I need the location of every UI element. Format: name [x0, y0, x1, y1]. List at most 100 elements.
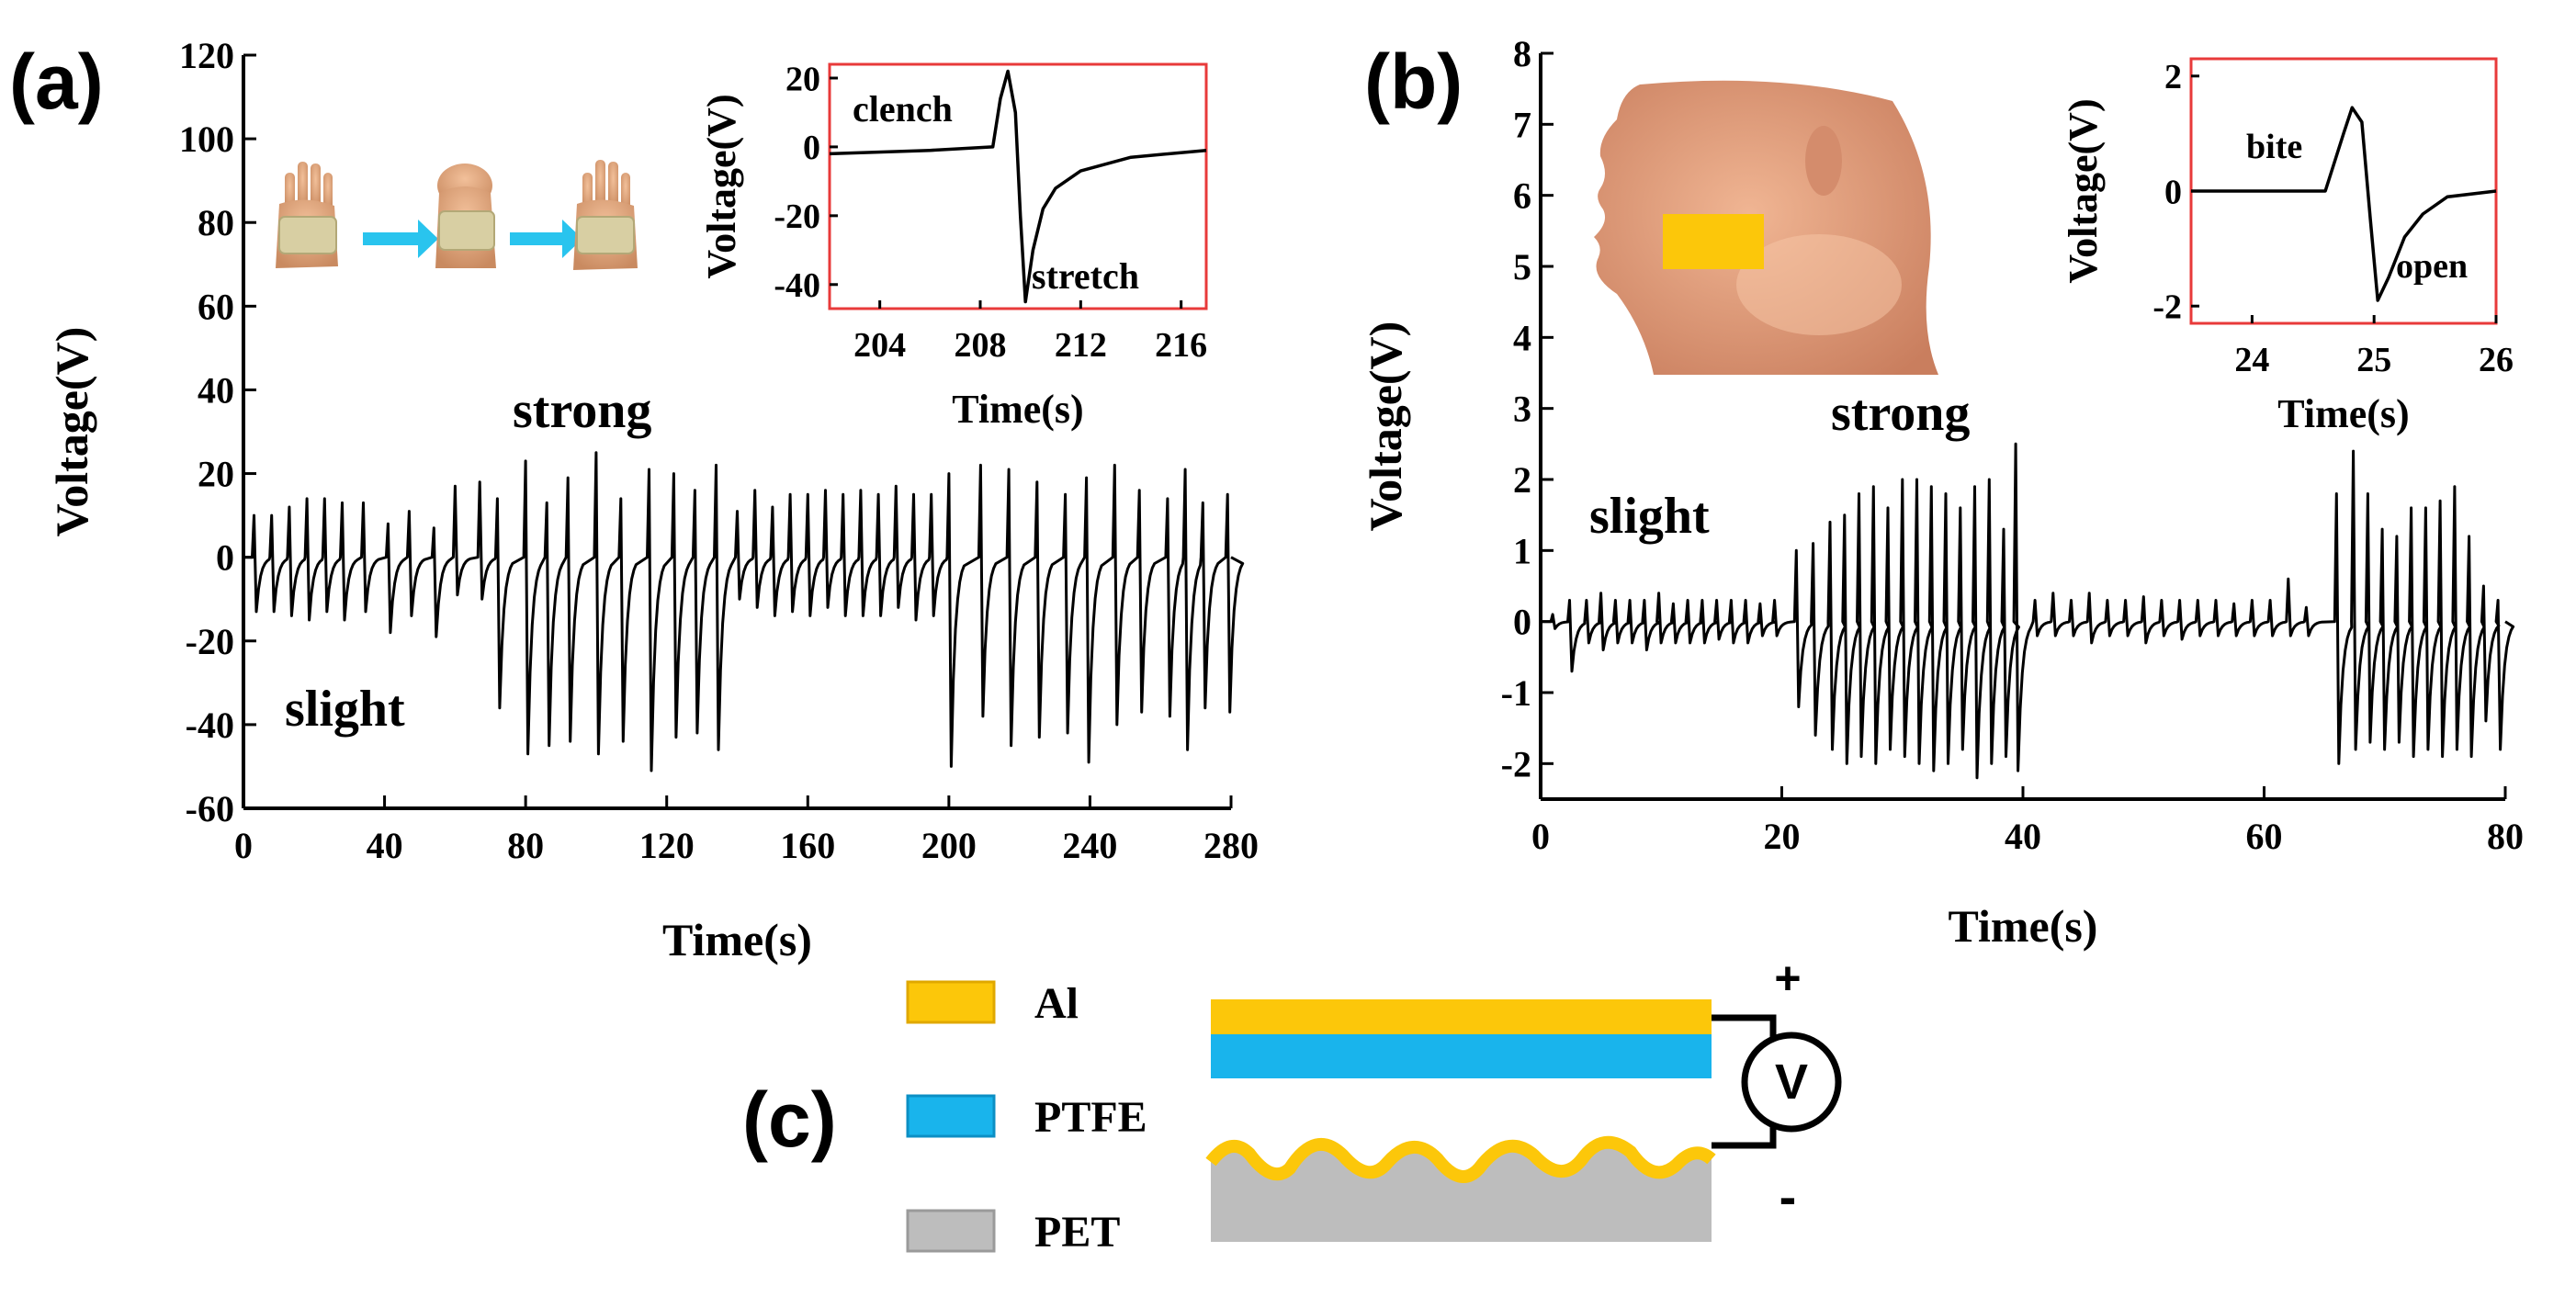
pet-layer [1211, 1142, 1712, 1242]
fist-icon [435, 164, 496, 268]
svg-text:PET: PET [1034, 1208, 1120, 1257]
y-tick-label: -40 [774, 266, 820, 305]
panel-b-label: (b) [1364, 39, 1463, 125]
chart-b-inset: 24 25 26 -2 0 2 Time(s) Voltage(V) bite open [2061, 57, 2514, 436]
y-tick-label: -40 [186, 705, 234, 746]
y-tick-label: 7 [1513, 104, 1531, 145]
y-tick-label: -2 [1501, 743, 1531, 784]
material-legend: Al PTFE PET [906, 979, 1147, 1257]
series-line [243, 451, 1245, 772]
series-line [829, 69, 1207, 304]
x-tick-label: 20 [1764, 816, 1801, 857]
minus-sign: - [1779, 1167, 1797, 1225]
head-illustration [1594, 80, 1938, 375]
y-tick-label: -60 [186, 788, 234, 829]
x-tick-label: 212 [1055, 326, 1107, 365]
y-tick-label: 80 [198, 202, 234, 243]
device-schematic: V + - [1205, 953, 1842, 1242]
ear-icon [1805, 126, 1842, 196]
y-tick-label: 40 [198, 369, 234, 411]
y-axis-label: Voltage(V) [46, 327, 97, 537]
y-axis-label: Voltage(V) [1360, 321, 1411, 532]
x-tick-label: 0 [234, 825, 253, 866]
y-tick-label: 0 [216, 537, 234, 579]
x-axis-label: Time(s) [2277, 391, 2409, 436]
x-tick-label: 25 [2356, 341, 2391, 379]
y-tick-label: -20 [774, 197, 820, 236]
x-tick-label: 24 [2234, 341, 2269, 379]
y-tick-label: 6 [1513, 175, 1531, 217]
y-tick-label: 3 [1513, 389, 1531, 430]
x-tick-label: 240 [1062, 825, 1117, 866]
svg-text:Al: Al [1034, 979, 1079, 1028]
annotation-strong: strong [513, 382, 651, 439]
x-tick-label: 280 [1203, 825, 1259, 866]
series-line [2191, 106, 2497, 302]
x-tick-label: 204 [853, 326, 906, 365]
y-tick-label: 60 [198, 286, 234, 327]
legend-item-al: Al [906, 979, 1079, 1028]
y-tick-label: 2 [1513, 459, 1531, 501]
x-tick-label: 26 [2479, 341, 2514, 379]
open-hand-icon [276, 162, 338, 268]
chart-a-main: 0 40 80 120 160 200 240 280-60-40-2002040608010… [46, 35, 1259, 965]
annotation-open: open [2396, 247, 2468, 286]
x-tick-label: 40 [2005, 816, 2041, 857]
chart-a-inset: 204 208 212 216 -40 -20 0 20 Time(s) Voltage(V) cl… [699, 60, 1208, 432]
y-tick-label: 0 [2164, 173, 2182, 211]
legend-item-pet: PET [906, 1208, 1120, 1257]
x-tick-label: 208 [955, 326, 1007, 365]
y-axis-label: Voltage(V) [699, 94, 744, 278]
x-tick-label: 160 [780, 825, 835, 866]
x-tick-label: 216 [1155, 326, 1207, 365]
x-tick-label: 80 [507, 825, 544, 866]
panel-a-label: (a) [9, 39, 104, 125]
arrow-right-icon [363, 220, 438, 258]
legend-item-ptfe: PTFE [906, 1093, 1147, 1142]
x-tick-label: 120 [639, 825, 695, 866]
y-tick-label: 20 [198, 454, 234, 495]
x-tick-label: 200 [921, 825, 977, 866]
annotation-slight: slight [1589, 488, 1710, 545]
x-tick-label: 0 [1531, 816, 1550, 857]
x-tick-label: 40 [367, 825, 403, 866]
voltmeter-icon [1741, 1032, 1842, 1133]
x-axis-label: Time(s) [1949, 900, 2098, 952]
y-tick-label: 0 [1513, 602, 1531, 643]
sensor-patch [1663, 214, 1764, 269]
y-tick-label: 120 [179, 35, 234, 76]
annotation-clench: clench [853, 88, 953, 130]
y-tick-label: -1 [1501, 672, 1531, 714]
plus-sign: + [1774, 953, 1801, 1004]
x-tick-label: 80 [2487, 816, 2524, 857]
y-tick-label: 5 [1513, 246, 1531, 288]
arrow-right-icon [510, 220, 582, 258]
annotation-slight: slight [285, 681, 405, 738]
y-tick-label: -20 [186, 621, 234, 662]
x-axis-label: Time(s) [662, 914, 812, 965]
y-tick-label: 8 [1513, 33, 1531, 74]
open-hand-icon [573, 160, 638, 270]
al-layer [1211, 999, 1712, 1034]
voltmeter-label: V [1775, 1054, 1808, 1110]
panel-c-label: (c) [742, 1077, 837, 1163]
y-tick-label: 0 [803, 129, 820, 167]
annotation-bite: bite [2246, 128, 2302, 166]
y-tick-label: 20 [785, 60, 820, 98]
x-axis-label: Time(s) [952, 387, 1083, 432]
y-tick-label: 100 [179, 118, 234, 160]
annotation-stretch: stretch [1032, 255, 1139, 297]
y-tick-label: 4 [1513, 317, 1531, 358]
y-axis-label: Voltage(V) [2061, 98, 2106, 283]
y-tick-label: 2 [2164, 58, 2182, 96]
series-line [1541, 442, 2515, 780]
annotation-strong: strong [1831, 385, 1970, 442]
x-tick-label: 60 [2246, 816, 2283, 857]
svg-text:PTFE: PTFE [1034, 1093, 1147, 1142]
y-tick-label: 1 [1513, 530, 1531, 571]
y-tick-label: -2 [2152, 288, 2182, 327]
bottom-al-layer [1205, 1135, 1716, 1183]
ptfe-layer [1211, 1034, 1712, 1078]
